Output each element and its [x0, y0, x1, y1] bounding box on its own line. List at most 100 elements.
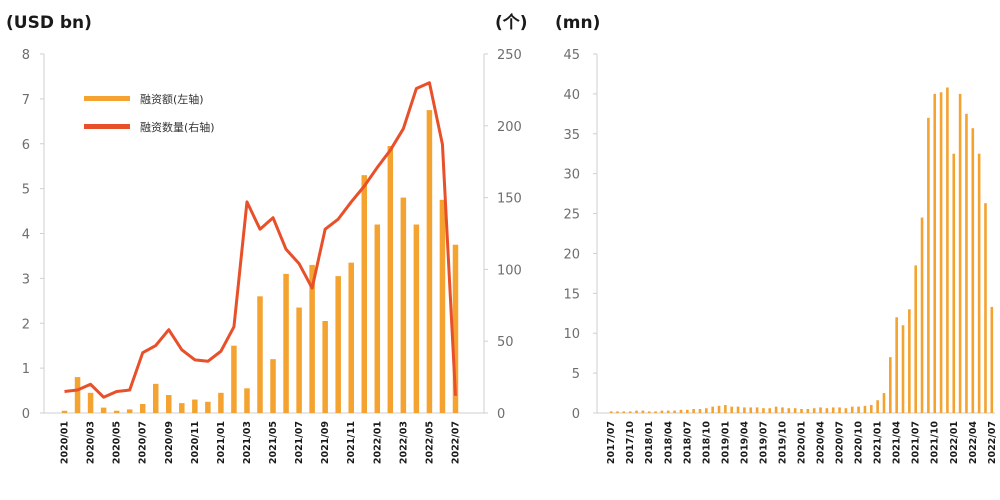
right-chart-bar [717, 405, 721, 413]
right-chart-bar [666, 410, 670, 413]
bar-funding-amount [400, 197, 407, 413]
bar-funding-amount [192, 399, 198, 413]
right-y-tick-label: 0 [497, 407, 505, 422]
right-chart-bar [800, 409, 803, 413]
right-chart: 0 5 10 15 20 25 30 35 40 45 2017/07 2017/10 2018/01 2… [563, 48, 997, 464]
right-chart-bar [990, 306, 994, 413]
left-y-tick-label: 6 [22, 138, 30, 153]
right-chart-x-tick-label: 2019/01 [720, 421, 731, 464]
x-tick-label: 2022/01 [372, 421, 383, 464]
bar-funding-amount [113, 410, 120, 413]
right-chart-bar [698, 409, 702, 413]
right-chart-y-tick-label: 10 [563, 327, 580, 342]
right-chart-bar [711, 406, 714, 413]
right-y-tick-label: 50 [497, 335, 514, 350]
left-y-tick-label: 1 [22, 362, 30, 377]
bar-funding-amount [179, 403, 185, 413]
right-chart-bar [914, 265, 917, 413]
left-axis-unit-label: (USD bn) [6, 13, 92, 33]
right-chart-bar [850, 406, 854, 413]
bar-funding-amount [205, 401, 211, 413]
x-tick-label: 2021/05 [268, 421, 279, 464]
right-chart-bar [908, 309, 911, 413]
right-chart-bar [749, 407, 753, 413]
bar-funding-amount [322, 321, 328, 413]
left-chart: 0 1 2 3 4 5 6 7 8 0 50 100 150 200 250 2020/01 2020/03 20… [22, 48, 522, 464]
left-y-tick-label: 8 [22, 48, 30, 63]
bar-funding-amount [270, 359, 276, 413]
right-chart-bar [844, 408, 848, 413]
right-chart-bar [984, 203, 987, 413]
legend-line-label: 融资数量(右轴) [140, 120, 215, 134]
bar-funding-amount [361, 175, 368, 413]
right-chart-x-tick-label: 2020/01 [797, 421, 808, 464]
legend-bar-swatch [84, 96, 130, 101]
right-chart-x-tick-label: 2022/07 [987, 421, 998, 464]
bar-funding-amount [439, 199, 446, 413]
right-y-tick-label: 200 [497, 120, 522, 135]
right-chart-unit-label: (mn) [555, 13, 600, 33]
right-chart-bar [660, 410, 664, 413]
bar-funding-amount [348, 262, 354, 413]
bar-funding-amount [335, 276, 341, 413]
x-tick-label: 2020/07 [138, 421, 149, 464]
right-chart-bar [755, 407, 759, 413]
right-axis-unit-label: (个) [495, 12, 528, 33]
right-y-tick-label: 150 [497, 192, 522, 207]
bar-funding-amount [452, 244, 459, 413]
right-chart-x-tick-label: 2020/10 [854, 421, 865, 465]
right-chart-bar [609, 411, 613, 413]
right-chart-bar [673, 410, 676, 413]
right-y-tick-label: 100 [497, 263, 522, 278]
x-tick-label: 2020/05 [112, 421, 123, 464]
right-chart-bar [692, 409, 695, 413]
right-chart-bar [724, 405, 727, 413]
left-y-tick-label: 5 [22, 183, 30, 198]
right-chart-bar [920, 217, 924, 413]
right-chart-x-tick-label: 2021/10 [930, 421, 941, 465]
left-y-tick-label: 7 [22, 93, 30, 108]
right-chart-y-tick-label: 15 [563, 287, 580, 302]
right-chart-bar [965, 113, 968, 413]
right-chart-bar [952, 153, 956, 413]
right-chart-y-tick-label: 20 [563, 247, 580, 262]
right-chart-bar [686, 409, 689, 413]
right-chart-bar [958, 93, 962, 413]
right-chart-bar [793, 408, 797, 413]
right-chart-bar [863, 405, 867, 413]
right-chart-x-tick-label: 2019/04 [739, 421, 750, 465]
left-y-tick-label: 4 [22, 228, 30, 243]
right-chart-bar [946, 87, 949, 414]
x-tick-label: 2020/09 [164, 421, 175, 464]
x-tick-label: 2020/03 [86, 421, 97, 464]
right-chart-x-tick-label: 2021/07 [911, 421, 922, 464]
x-tick-label: 2021/07 [294, 421, 305, 464]
right-chart-x-tick-label: 2022/01 [949, 421, 960, 464]
right-chart-x-tick-label: 2019/07 [758, 421, 769, 464]
bar-funding-amount [413, 224, 420, 413]
left-y-tick-label: 2 [22, 317, 30, 332]
right-chart-x-tick-label: 2018/10 [701, 421, 712, 465]
bar-funding-amount [61, 410, 68, 413]
right-chart-bar [787, 408, 791, 413]
right-chart-y-tick-label: 25 [563, 208, 580, 223]
right-chart-y-tick-label: 5 [572, 367, 580, 382]
right-chart-x-tick-label: 2017/07 [606, 421, 617, 464]
right-chart-bar [838, 407, 841, 413]
right-chart-bar [869, 405, 873, 413]
right-chart-x-tick-label: 2022/04 [968, 421, 979, 465]
right-chart-bar [857, 406, 860, 413]
left-y-tick-label: 0 [22, 407, 30, 422]
right-chart-x-tick-label: 2017/10 [625, 421, 636, 465]
x-tick-label: 2021/09 [320, 421, 331, 464]
right-chart-y-tick-label: 0 [572, 407, 580, 422]
legend-bar-label: 融资额(左轴) [140, 92, 204, 106]
bar-funding-amount [309, 264, 315, 413]
right-chart-bar [647, 411, 651, 413]
right-chart-bar [882, 393, 886, 413]
right-chart-bar [736, 406, 740, 413]
bar-funding-amount [257, 296, 263, 413]
right-chart-bar [628, 411, 632, 413]
right-chart-bar [641, 410, 645, 413]
